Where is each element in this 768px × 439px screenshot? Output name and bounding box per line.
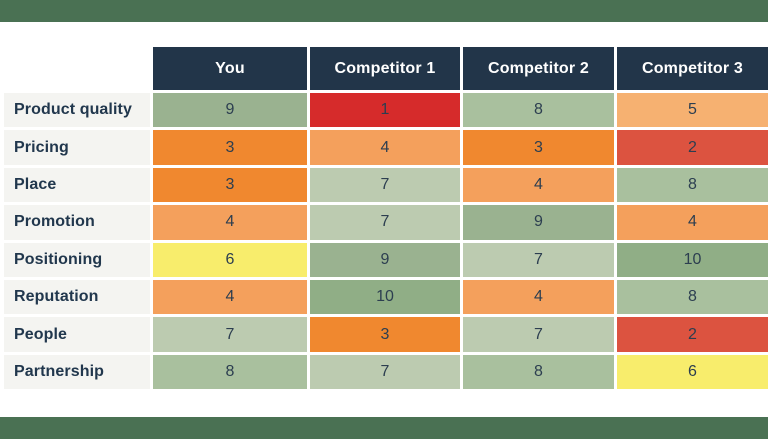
top-accent-bar bbox=[0, 0, 768, 22]
corner-spacer bbox=[4, 47, 150, 90]
matrix-cell: 4 bbox=[463, 279, 614, 315]
matrix-cell: 7 bbox=[463, 242, 614, 277]
matrix-cell: 6 bbox=[153, 242, 307, 277]
matrix-cell: 10 bbox=[617, 242, 768, 277]
matrix-cell: 4 bbox=[153, 205, 307, 240]
matrix-cell: 2 bbox=[617, 317, 768, 352]
row-label: Pricing bbox=[4, 130, 150, 165]
bottom-accent-bar bbox=[0, 417, 768, 439]
column-header-competitor-3: Competitor 3 bbox=[617, 47, 768, 90]
matrix-cell: 7 bbox=[153, 317, 307, 352]
matrix-cell: 8 bbox=[463, 93, 614, 128]
matrix-cell: 9 bbox=[310, 242, 460, 277]
matrix-cell: 8 bbox=[463, 354, 614, 390]
matrix-cell: 9 bbox=[463, 205, 614, 240]
matrix-cell: 7 bbox=[310, 167, 460, 203]
matrix-cell: 3 bbox=[463, 130, 614, 165]
matrix-cell: 4 bbox=[310, 130, 460, 165]
matrix-cell: 1 bbox=[310, 93, 460, 128]
matrix-cell: 4 bbox=[463, 167, 614, 203]
matrix-cell: 8 bbox=[617, 279, 768, 315]
matrix-cell: 10 bbox=[310, 279, 460, 315]
row-label: Place bbox=[4, 167, 150, 203]
matrix-cell: 3 bbox=[153, 167, 307, 203]
matrix-cell: 7 bbox=[310, 354, 460, 390]
matrix-cell: 2 bbox=[617, 130, 768, 165]
column-header-competitor-1: Competitor 1 bbox=[310, 47, 460, 90]
row-label: Partnership bbox=[4, 354, 150, 390]
column-header-you: You bbox=[153, 47, 307, 90]
row-label: Reputation bbox=[4, 279, 150, 315]
competitive-matrix-table: You Competitor 1 Competitor 2 Competitor… bbox=[4, 47, 768, 390]
matrix-cell: 8 bbox=[153, 354, 307, 390]
row-label: Positioning bbox=[4, 242, 150, 277]
matrix-cell: 3 bbox=[310, 317, 460, 352]
matrix-cell: 4 bbox=[153, 279, 307, 315]
matrix-cell: 9 bbox=[153, 93, 307, 128]
matrix-cell: 4 bbox=[617, 205, 768, 240]
row-label: Product quality bbox=[4, 93, 150, 128]
matrix-cell: 7 bbox=[310, 205, 460, 240]
column-header-competitor-2: Competitor 2 bbox=[463, 47, 614, 90]
row-label: People bbox=[4, 317, 150, 352]
row-label: Promotion bbox=[4, 205, 150, 240]
matrix-cell: 6 bbox=[617, 354, 768, 390]
matrix-cell: 7 bbox=[463, 317, 614, 352]
matrix-cell: 8 bbox=[617, 167, 768, 203]
matrix-cell: 3 bbox=[153, 130, 307, 165]
matrix-cell: 5 bbox=[617, 93, 768, 128]
